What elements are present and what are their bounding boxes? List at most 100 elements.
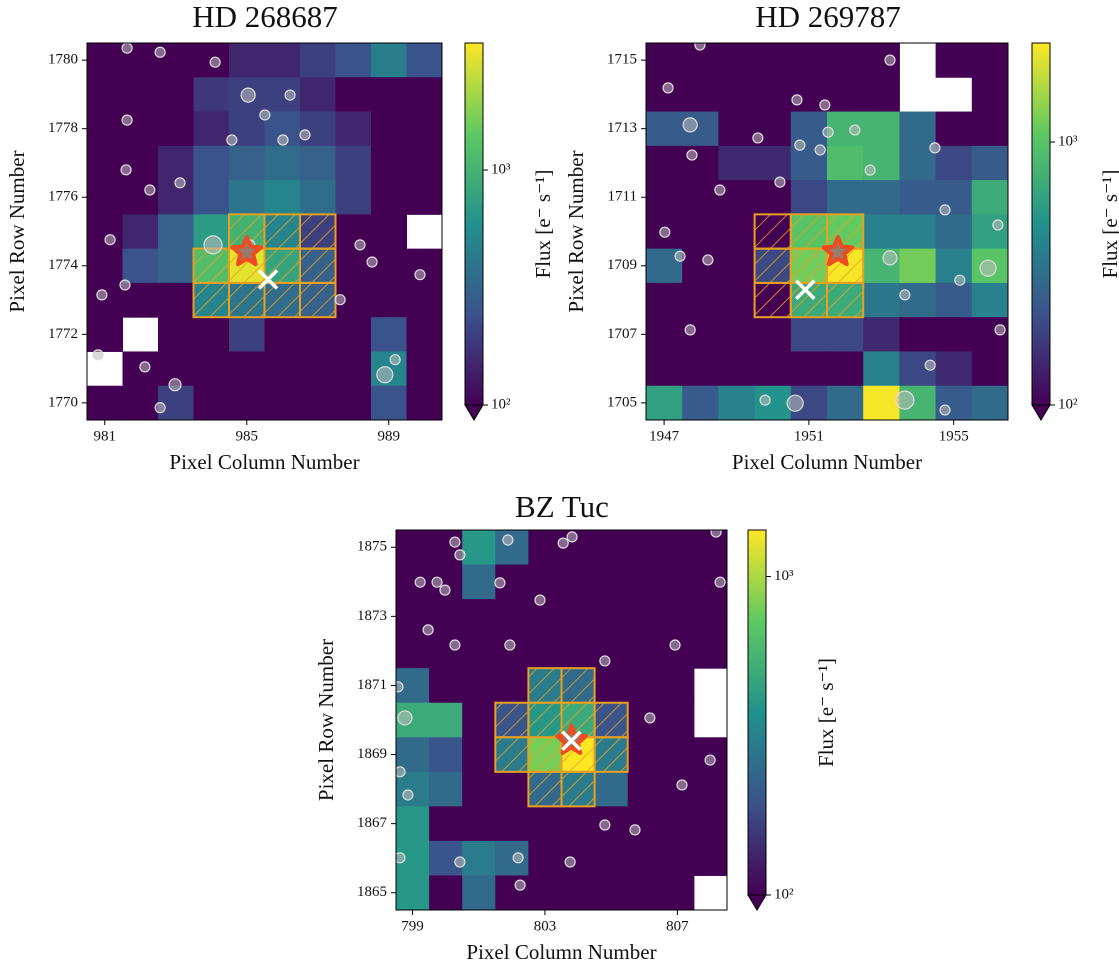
pixel	[899, 214, 936, 249]
colorbar-label: Flux [e⁻ s⁻¹]	[1098, 170, 1119, 279]
aperture-pixel	[562, 772, 595, 807]
aperture-pixel	[495, 737, 528, 772]
gaia-source	[925, 360, 935, 370]
gaia-source	[715, 185, 725, 195]
aperture-pixel	[755, 249, 791, 283]
pixel	[661, 565, 695, 600]
gaia-source	[711, 527, 721, 537]
gaia-source	[300, 130, 310, 140]
gaia-source	[455, 857, 465, 867]
gaia-source	[715, 577, 725, 587]
y-tick-label: 1772	[48, 326, 78, 342]
pixel	[791, 317, 828, 352]
aperture-pixel	[528, 737, 561, 772]
pixel	[429, 737, 463, 772]
gaia-source	[885, 55, 895, 65]
pixel	[462, 530, 496, 565]
pixel	[462, 565, 496, 600]
gaia-source	[865, 165, 875, 175]
colorbar-tick-label: 10³	[774, 568, 794, 584]
pixel	[936, 283, 973, 318]
pixel	[682, 77, 719, 112]
pixel	[87, 112, 123, 147]
pixel	[495, 841, 529, 876]
x-tick-label: 799	[401, 918, 424, 934]
pixel	[646, 180, 683, 215]
pixel	[827, 77, 864, 112]
gaia-source	[423, 625, 433, 635]
pixel	[562, 875, 596, 910]
pixel	[371, 112, 407, 147]
pixel	[158, 249, 194, 284]
pixel	[827, 317, 864, 352]
pixel	[336, 77, 372, 112]
colorbar-tick-label: 10³	[1058, 133, 1078, 149]
x-tick-label: 807	[666, 918, 689, 934]
gaia-source	[393, 682, 403, 692]
pixel	[194, 146, 230, 181]
gaia-source	[155, 403, 165, 413]
pixel	[528, 599, 562, 634]
pixel	[827, 351, 864, 386]
pixel	[899, 317, 936, 352]
pixel	[429, 875, 463, 910]
y-tick-label: 1770	[48, 394, 78, 410]
gaia-source	[820, 100, 830, 110]
pixel	[336, 180, 372, 215]
gaia-source	[995, 325, 1005, 335]
pixel	[595, 599, 629, 634]
pixel	[336, 43, 372, 78]
pixel	[87, 43, 123, 78]
pixel	[694, 806, 728, 841]
pixel	[229, 146, 265, 181]
aperture-pixel	[194, 283, 230, 317]
pixel	[265, 146, 301, 181]
pixel	[718, 146, 755, 181]
pixel	[899, 112, 936, 147]
plot-area	[393, 527, 728, 910]
gaia-source	[695, 40, 705, 50]
pixel	[396, 806, 430, 841]
pixel	[300, 180, 336, 215]
gaia-source	[980, 260, 996, 276]
gaia-source	[703, 255, 713, 265]
gaia-source	[567, 532, 577, 542]
x-tick-label: 1947	[649, 428, 680, 444]
pixel	[371, 180, 407, 215]
aperture-pixel	[300, 214, 336, 248]
pixel	[158, 214, 194, 249]
pixel	[718, 351, 755, 386]
pixel	[429, 634, 463, 669]
pixel	[495, 772, 529, 807]
pixel	[495, 668, 529, 703]
pixel	[646, 317, 683, 352]
pixel	[718, 77, 755, 112]
pixel	[628, 703, 662, 738]
pixel	[755, 43, 792, 78]
pixel	[407, 180, 443, 215]
gaia-source	[120, 280, 130, 290]
aperture-pixel	[755, 283, 791, 317]
gaia-source	[600, 820, 610, 830]
gaia-source	[398, 711, 412, 725]
gaia-source	[705, 755, 715, 765]
gaia-source	[440, 585, 450, 595]
pixel	[936, 43, 973, 78]
y-tick-label: 1780	[48, 52, 78, 68]
pixel	[158, 283, 194, 318]
pixel	[562, 634, 596, 669]
pixel	[718, 249, 755, 284]
pixel	[562, 599, 596, 634]
gaia-source	[495, 578, 505, 588]
gaia-source	[260, 110, 270, 120]
gaia-source	[955, 275, 965, 285]
gaia-source	[241, 88, 255, 102]
gaia-source	[122, 43, 132, 53]
pixel	[899, 249, 936, 284]
pixel	[628, 841, 662, 876]
aperture-pixel	[300, 249, 336, 283]
colorbar	[1032, 43, 1050, 405]
y-axis-label: Pixel Row Number	[5, 150, 29, 312]
pixel	[936, 146, 973, 181]
y-tick-label: 1875	[357, 539, 387, 555]
